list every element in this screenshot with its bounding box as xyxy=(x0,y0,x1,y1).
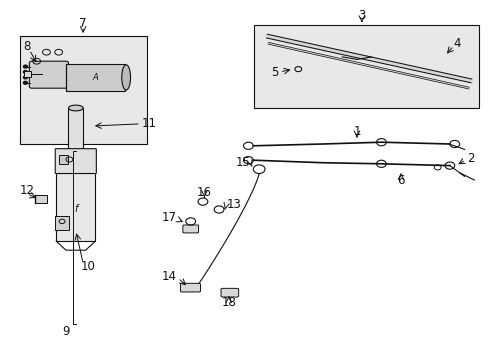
Text: 6: 6 xyxy=(396,174,404,187)
FancyBboxPatch shape xyxy=(29,61,68,88)
Text: 16: 16 xyxy=(197,186,211,199)
Text: 12: 12 xyxy=(20,184,35,197)
Text: 10: 10 xyxy=(81,260,95,273)
Text: 8: 8 xyxy=(23,40,31,53)
Bar xyxy=(68,108,83,151)
Text: 13: 13 xyxy=(226,198,241,211)
Bar xyxy=(24,71,31,77)
Circle shape xyxy=(23,71,27,73)
FancyBboxPatch shape xyxy=(180,283,200,292)
Text: 14: 14 xyxy=(162,270,177,283)
Text: 17: 17 xyxy=(162,211,177,224)
FancyBboxPatch shape xyxy=(55,149,96,174)
Text: f: f xyxy=(74,204,77,214)
Text: 7: 7 xyxy=(79,17,87,30)
Text: 18: 18 xyxy=(221,296,236,309)
Bar xyxy=(56,171,95,241)
Text: 1: 1 xyxy=(352,125,360,138)
Bar xyxy=(59,155,68,164)
Ellipse shape xyxy=(122,65,130,90)
Bar xyxy=(254,25,478,108)
FancyBboxPatch shape xyxy=(183,225,198,233)
Text: 2: 2 xyxy=(466,152,473,165)
Bar xyxy=(66,64,124,91)
Text: 5: 5 xyxy=(271,66,278,78)
Circle shape xyxy=(23,81,27,84)
Text: 9: 9 xyxy=(62,325,70,338)
Text: 15: 15 xyxy=(235,156,250,169)
Ellipse shape xyxy=(68,105,83,111)
Text: 4: 4 xyxy=(452,37,460,50)
Circle shape xyxy=(23,76,27,79)
Text: A: A xyxy=(92,73,98,82)
Circle shape xyxy=(23,65,27,68)
Text: 3: 3 xyxy=(357,9,365,22)
Bar xyxy=(20,36,146,144)
Text: 11: 11 xyxy=(142,117,157,130)
Bar xyxy=(55,216,69,230)
FancyBboxPatch shape xyxy=(221,288,238,297)
Bar xyxy=(35,195,47,203)
